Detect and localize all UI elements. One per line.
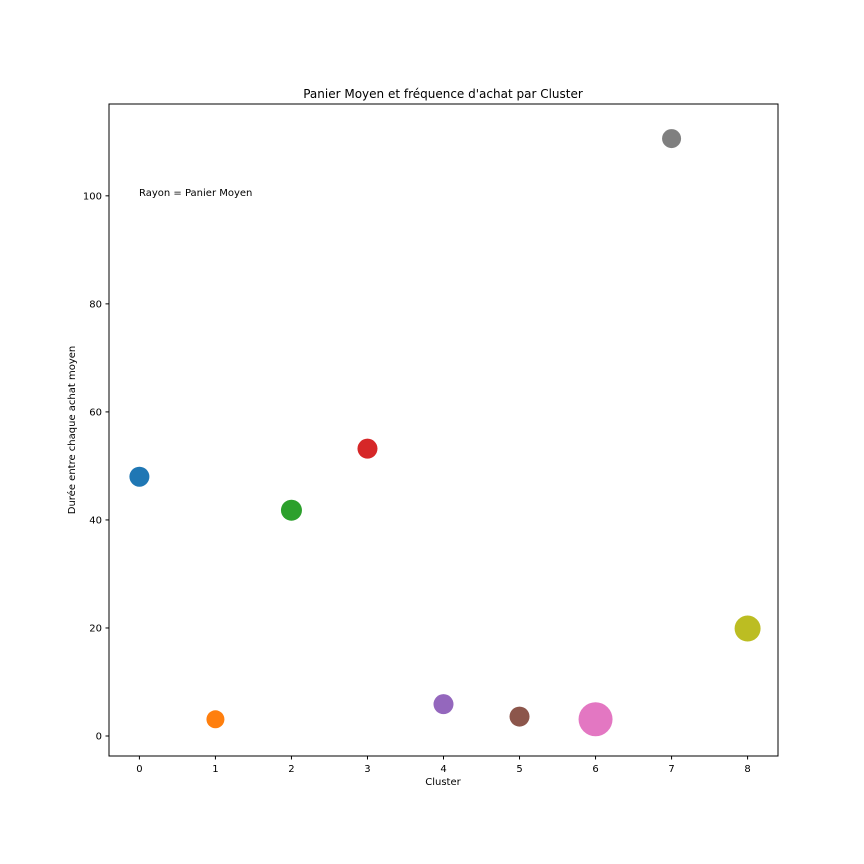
scatter-point — [433, 694, 454, 715]
scatter-point — [206, 710, 225, 729]
x-tick-label: 6 — [592, 764, 598, 775]
x-tick-label: 7 — [668, 764, 674, 775]
scatter-point — [509, 706, 530, 727]
y-axis-title: Durée entre chaque achat moyen — [66, 346, 78, 515]
scatter-point — [662, 129, 682, 149]
data-points — [129, 129, 761, 737]
scatter-point — [734, 615, 761, 642]
y-tick-label: 20 — [89, 623, 102, 634]
y-tick-label: 0 — [96, 732, 102, 743]
y-tick-label: 80 — [89, 299, 102, 310]
x-tick-label: 1 — [212, 764, 218, 775]
y-tick-label: 60 — [89, 407, 102, 418]
scatter-point — [357, 438, 378, 459]
y-tick-label: 40 — [89, 515, 102, 526]
scatter-point — [129, 466, 150, 487]
x-tick-label: 2 — [288, 764, 294, 775]
y-tick-label: 100 — [83, 191, 102, 202]
scatter-point — [578, 702, 613, 737]
x-axis: 0 1 2 3 4 5 6 7 8 — [136, 756, 751, 775]
x-tick-label: 4 — [440, 764, 446, 775]
x-tick-label: 5 — [516, 764, 522, 775]
x-tick-label: 0 — [136, 764, 142, 775]
x-axis-title: Cluster — [425, 777, 461, 788]
chart-title: Panier Moyen et fréquence d'achat par Cl… — [303, 87, 583, 101]
scatter-point — [280, 499, 302, 521]
y-axis: 0 20 40 60 80 100 — [83, 191, 109, 743]
radius-annotation: Rayon = Panier Moyen — [139, 188, 252, 199]
x-tick-label: 8 — [744, 764, 750, 775]
x-tick-label: 3 — [364, 764, 370, 775]
